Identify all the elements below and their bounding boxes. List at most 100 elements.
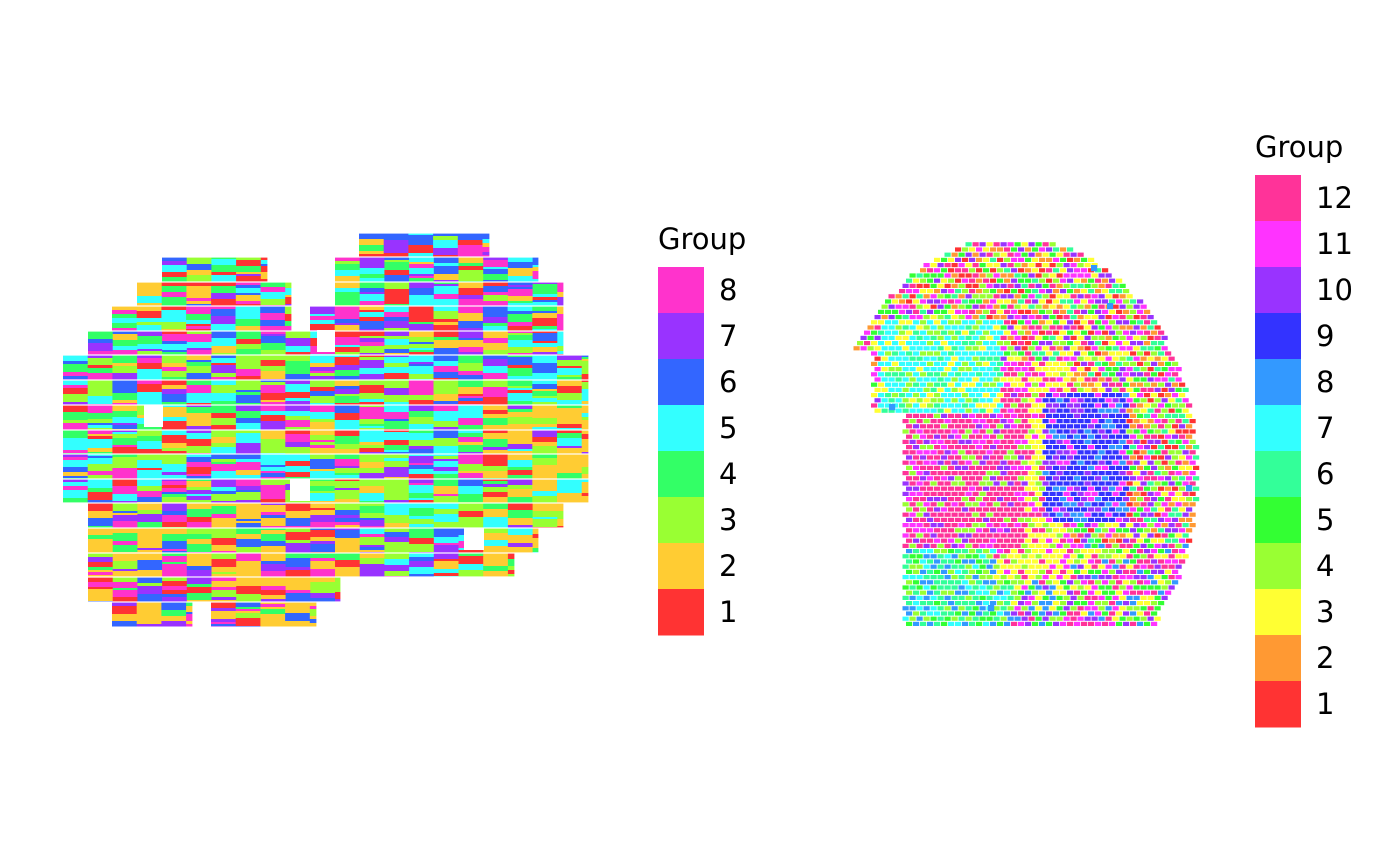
right-spot <box>937 460 944 465</box>
right-spot <box>1049 564 1056 569</box>
right-spot <box>958 325 965 330</box>
left-spot-band <box>507 500 533 503</box>
left-spot-band <box>507 503 533 510</box>
left-spot-band <box>161 443 187 446</box>
left-spot-band <box>186 577 212 582</box>
left-spot-band <box>359 513 385 518</box>
left-spot-band <box>458 511 484 517</box>
left-spot-band <box>162 586 188 590</box>
left-spot-band <box>433 282 459 284</box>
right-spot <box>983 393 990 398</box>
left-spot-band <box>433 421 459 427</box>
right-spot <box>1000 398 1007 403</box>
left-spot-band <box>581 430 589 434</box>
left-spot-band <box>236 266 262 272</box>
left-spot-band <box>384 339 410 345</box>
right-spot <box>1112 419 1119 424</box>
right-spot <box>979 439 986 444</box>
right-spot <box>1084 356 1091 361</box>
right-spot <box>1039 434 1046 439</box>
right-spot <box>1098 595 1105 600</box>
right-spot <box>976 486 983 491</box>
left-spot-band <box>409 268 435 274</box>
left-spot-band <box>63 486 89 490</box>
right-spot <box>1126 387 1133 392</box>
left-spot-band <box>581 456 589 459</box>
right-spot <box>948 309 955 314</box>
right-spot <box>948 538 955 543</box>
right-spot <box>916 294 923 299</box>
left-spot-band <box>482 447 508 450</box>
left-spot-band <box>409 350 435 352</box>
left-spot-band <box>63 388 89 394</box>
right-spot <box>983 403 990 408</box>
right-spot <box>937 387 944 392</box>
right-spot <box>1098 460 1105 465</box>
left-spot-band <box>482 497 508 504</box>
right-spot <box>1032 569 1039 574</box>
right-spot <box>916 523 923 528</box>
right-spot <box>881 325 888 330</box>
right-spot <box>969 507 976 512</box>
right-spot <box>1039 372 1046 377</box>
right-legend-label-5: 5 <box>1316 503 1334 537</box>
left-spot-band <box>88 544 114 552</box>
left-spot-band <box>260 287 286 292</box>
right-spot <box>1168 523 1175 528</box>
left-spot-band <box>359 301 385 305</box>
right-spot <box>1007 502 1014 507</box>
left-spot-band <box>137 560 163 562</box>
left-spot-band <box>507 386 533 388</box>
right-spot <box>1039 455 1046 460</box>
right-spot <box>1063 335 1070 340</box>
right-spot <box>1021 387 1028 392</box>
right-spot <box>927 361 934 366</box>
right-spot <box>1032 382 1039 387</box>
left-spot-band <box>433 553 459 559</box>
right-spot <box>1126 294 1133 299</box>
right-spot <box>976 538 983 543</box>
right-spot <box>979 335 986 340</box>
right-spot <box>1123 351 1130 356</box>
right-spot <box>1144 413 1151 418</box>
left-spot-band <box>210 316 236 324</box>
right-spot <box>902 595 909 600</box>
right-spot <box>934 341 941 346</box>
right-spot <box>1109 580 1116 585</box>
left-spot-band <box>211 377 237 380</box>
right-spot <box>1147 481 1154 486</box>
right-spot <box>1095 268 1102 273</box>
right-spot <box>1014 315 1021 320</box>
right-spot <box>895 398 902 403</box>
left-spot-band <box>112 569 138 571</box>
right-spot <box>1116 528 1123 533</box>
right-spot <box>920 330 927 335</box>
right-spot <box>920 569 927 574</box>
right-spot <box>1095 580 1102 585</box>
right-spot <box>990 351 997 356</box>
left-spot-band <box>112 346 138 350</box>
right-spot <box>930 367 937 372</box>
right-spot <box>1154 554 1161 559</box>
left-spot-band <box>557 433 583 438</box>
right-spot <box>934 538 941 543</box>
left-spot-band <box>557 366 583 368</box>
right-spot <box>983 590 990 595</box>
right-spot <box>1186 528 1193 533</box>
right-spot <box>916 283 923 288</box>
left-spot-band <box>87 430 113 434</box>
right-spot <box>1091 606 1098 611</box>
right-spot <box>899 382 906 387</box>
left-spot-band <box>186 418 212 426</box>
right-spot <box>1098 335 1105 340</box>
right-spot <box>1063 439 1070 444</box>
right-spot <box>1042 346 1049 351</box>
right-spot <box>1140 523 1147 528</box>
right-spot <box>958 398 965 403</box>
right-spot <box>1046 528 1053 533</box>
right-spot <box>1105 294 1112 299</box>
right-spot <box>902 387 909 392</box>
right-spot <box>1123 465 1130 470</box>
right-spot <box>1095 320 1102 325</box>
right-spot <box>986 439 993 444</box>
